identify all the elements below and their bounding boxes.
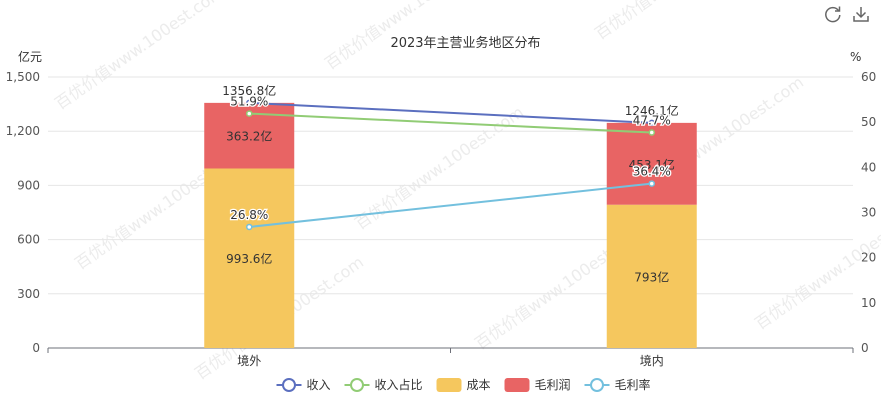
watermark-text: 百优价值www.100est.com [751,202,881,333]
bar-data-label: 993.6亿 [226,251,272,266]
legend-label: 收入占比 [375,377,423,392]
bar-毛利润 [606,122,697,205]
bar-data-label: 793亿 [634,269,669,284]
line-收入占比 [249,112,652,134]
legend-marker [590,378,604,392]
legend-label: 毛利率 [615,377,651,392]
legend-swatch [504,378,530,392]
right-tick-label: 40 [861,160,876,174]
legend-label: 成本 [467,378,491,392]
legend-label: 收入 [307,378,331,392]
line-data-label: 1246.1亿 [625,103,679,118]
legend-label: 毛利润 [535,378,571,392]
chart-title: 2023年主营业务地区分布 [390,35,540,51]
line-point [246,99,253,107]
watermark-text: 百优价值www.100est.com [591,0,767,43]
left-tick-label: 1,500 [6,70,40,84]
right-tick-label: 60 [861,70,876,84]
line-point [246,223,253,231]
line-point [648,180,655,187]
legend-marker [350,378,364,392]
line-data-label: 26.8% [230,208,268,222]
left-tick-label: 600 [17,233,40,247]
left-tick-label: 0 [32,341,40,355]
bar-data-label: 363.2亿 [226,129,272,144]
right-tick-label: 10 [861,296,876,310]
line-毛利率 [249,182,652,228]
line-point [648,119,655,127]
bar-data-label: 453.1亿 [629,157,675,172]
right-tick-label: 30 [861,206,876,220]
download-icon[interactable] [851,4,871,24]
left-tick-label: 300 [17,287,40,301]
bar-成本 [204,168,295,348]
refresh-icon[interactable] [823,4,843,24]
x-tick-label: 境外 [237,353,261,368]
right-axis-unit: % [850,50,861,64]
line-point [648,129,655,136]
left-axis-unit: 亿元 [18,49,42,64]
line-data-label: 1356.8亿 [222,83,276,98]
line-data-label: 36.4% [633,165,671,179]
x-tick-label: 境内 [640,353,664,368]
bar-成本 [606,204,697,348]
line-收入 [249,101,652,124]
line-point [246,110,253,117]
legend-swatch [436,378,462,392]
legend-marker [282,378,296,392]
right-tick-label: 0 [861,341,869,355]
right-tick-label: 50 [861,115,876,129]
line-data-label: 47.7% [633,114,671,128]
chart-toolbar [823,4,871,24]
left-tick-label: 900 [17,178,40,192]
right-tick-label: 20 [861,251,876,265]
watermark-text: 百优价值www.100est.com [51,0,227,113]
left-tick-label: 1,200 [6,124,40,138]
line-data-label: 51.9% [230,95,268,109]
